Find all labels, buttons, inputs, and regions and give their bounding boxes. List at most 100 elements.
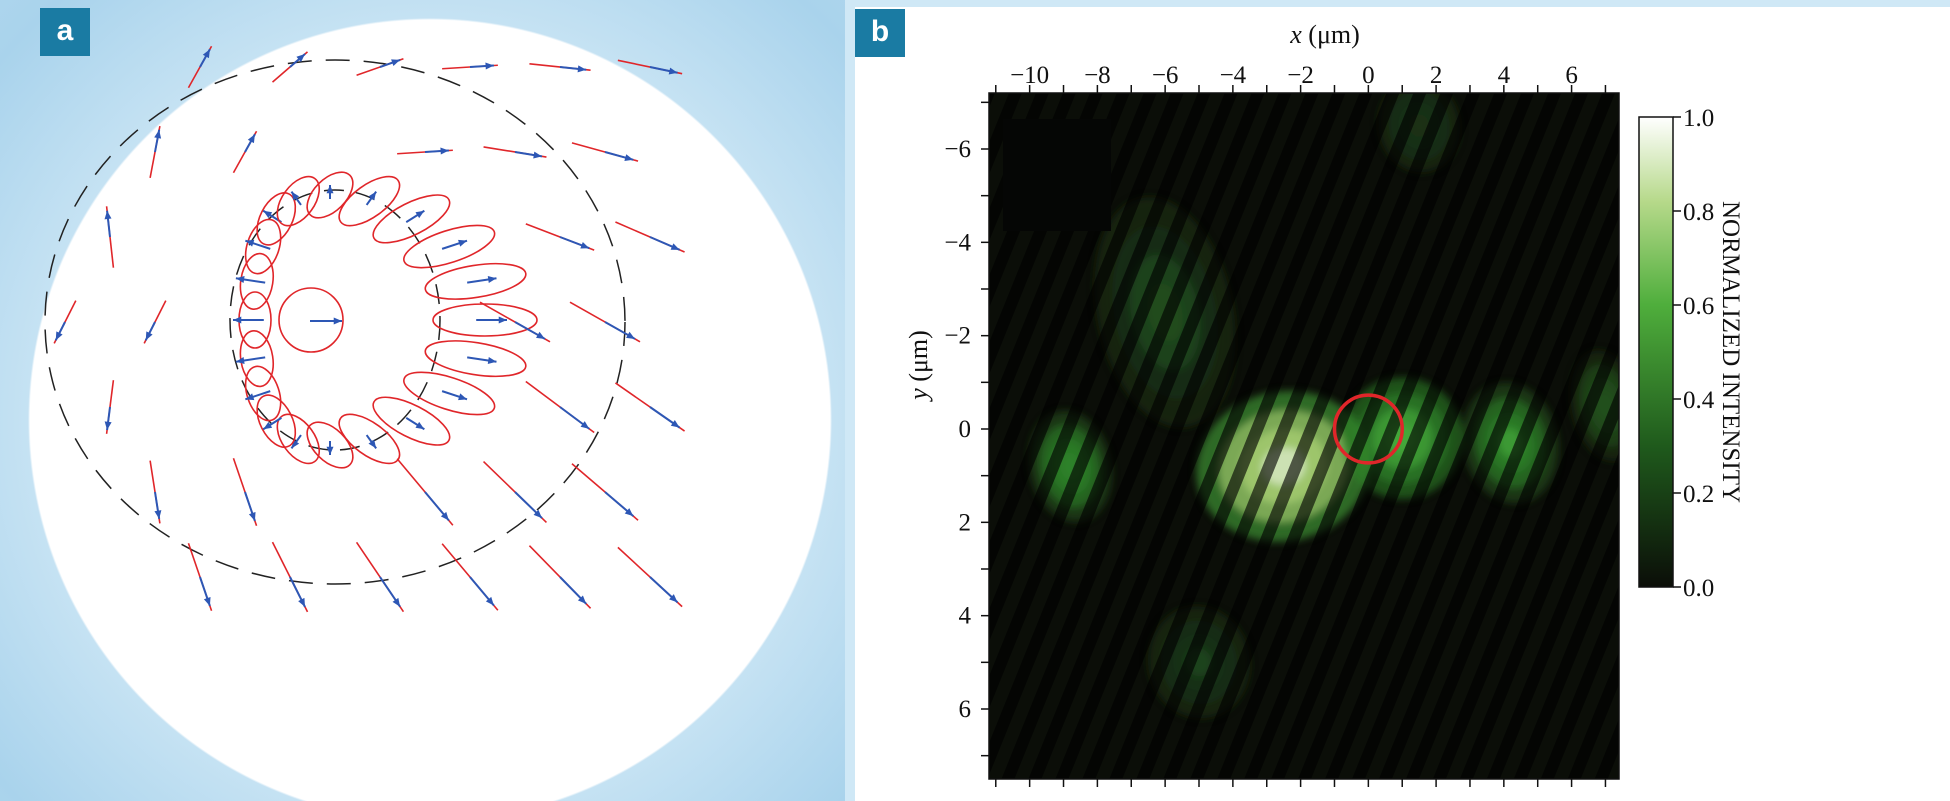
ellipse-arrow-head [233,316,242,324]
ellipse-arrow-head [415,421,425,430]
colorbar-label: NORMALIZED INTENSITY [1717,201,1744,503]
field-arrow-head [247,134,255,144]
colorbar [1638,116,1674,588]
ellipse-arrow-head [498,316,507,324]
center-circle [278,287,344,353]
polarization-ellipse [432,303,538,337]
polarization-ellipse [276,413,321,465]
field-arrow-head [392,597,401,607]
polarization-ellipse [276,175,321,227]
marker-circle [1332,393,1404,465]
field-arrow-head [248,511,256,521]
ellipse-arrow-head [368,439,377,449]
field-arrow-head [533,151,542,159]
field-arrow-head [624,154,634,161]
y-tick-label: 6 [959,696,972,723]
dark-inset-box [1003,119,1111,231]
polarization-field-diagram [44,45,686,613]
ellipse-arrow-head [415,210,425,219]
field-arrow-head [440,147,449,155]
field-arrow-head [145,331,153,341]
y-tick-label: −2 [944,323,971,350]
field-arrow-head [203,596,211,606]
field-arrow-head [580,421,590,429]
polarization-ellipse [256,394,297,448]
ellipse-arrow-head [291,191,300,201]
field-arrow-head [55,331,63,341]
field-arrow-head [577,595,587,604]
field-arrow-head [154,129,162,139]
panel-a-label: a [40,8,90,56]
field-arrow-head [536,331,545,339]
field-arrow-head [296,54,305,63]
y-tick-label: −6 [944,136,971,163]
ellipse-arrow-head [326,446,334,455]
ellipse-arrow-head [368,191,377,201]
ellipse-arrow-head [235,276,245,283]
x-tick-label: 6 [1565,62,1578,89]
ellipse-arrow-head [487,357,497,364]
polarization-ellipse [424,262,527,300]
x-tick-label: 2 [1430,62,1443,89]
field-arrow-head [626,331,635,339]
ellipse-arrow-head [458,393,468,401]
field-arrow-head [485,62,494,70]
x-tick-label: −8 [1084,62,1111,89]
polarization-ellipse [306,171,354,219]
panel-b: −10 −8 −6 −4 −2 0 2 4 6 −6 −4 −2 0 2 4 6 x (μm) y (μm) … [855,0,1950,801]
polarization-ellipse [424,340,527,378]
x-tick-label: 0 [1362,62,1375,89]
field-arrow-head [668,67,678,75]
ellipse-arrow-head [263,210,273,219]
field-arrow-head [104,210,112,220]
field-arrow-head [670,420,680,428]
ellipse-arrow-head [458,239,468,247]
plot-frame [988,92,1620,780]
panel-a: a [0,0,845,801]
y-tick-label: −4 [944,229,971,256]
colorbar-tick-label: 0.8 [1683,199,1714,226]
colorbar-tick-label: 0.6 [1683,293,1714,320]
field-arrow-head [580,241,590,249]
x-tick-label: −4 [1220,62,1247,89]
field-arrow-head [533,509,542,519]
field-arrow-head [669,594,678,603]
field-arrow-head [440,511,449,521]
x-tick-label: −2 [1287,62,1314,89]
field-arrow-head [670,243,680,250]
field-arrow-head [154,510,162,519]
ellipse-arrow-head [326,185,334,194]
outer-dashed-ring [44,59,626,585]
inner-dashed-ring [229,189,441,451]
polarization-ellipse [338,175,401,227]
colorbar-tick-label: 1.0 [1683,105,1714,132]
y-axis-label: y (μm) [904,330,933,403]
field-arrow-head [577,65,587,73]
diagram-group [44,45,686,613]
y-tick-label: 0 [959,416,972,443]
ellipse-arrow-head [245,393,255,401]
field-arrow-head [391,59,401,66]
polarization-ellipse [372,396,451,446]
x-axis-label: x (μm) [1289,20,1360,49]
panel-b-label: b [855,9,905,57]
y-tick-label: 2 [959,509,972,536]
x-tick-label: −6 [1152,62,1179,89]
ellipse-arrow-head [487,276,497,283]
colorbar-tick-label: 0.4 [1683,387,1715,414]
polarization-ellipse [372,194,451,244]
y-tick-label: 4 [959,603,972,630]
ellipse-arrow-head [235,357,245,364]
x-tick-label: −10 [1010,62,1049,89]
field-arrow-head [202,49,210,59]
field-arrow-head [298,597,305,607]
field-arrow-head [485,596,494,606]
field-arrow-head [104,421,112,430]
x-tick-label: 4 [1498,62,1511,89]
field-arrow-head [624,508,634,517]
ellipse-arrow-head [263,421,273,430]
center-arrow-head [333,317,342,325]
colorbar-tick-label: 0.0 [1683,575,1714,602]
polarization-ellipse [403,371,496,416]
